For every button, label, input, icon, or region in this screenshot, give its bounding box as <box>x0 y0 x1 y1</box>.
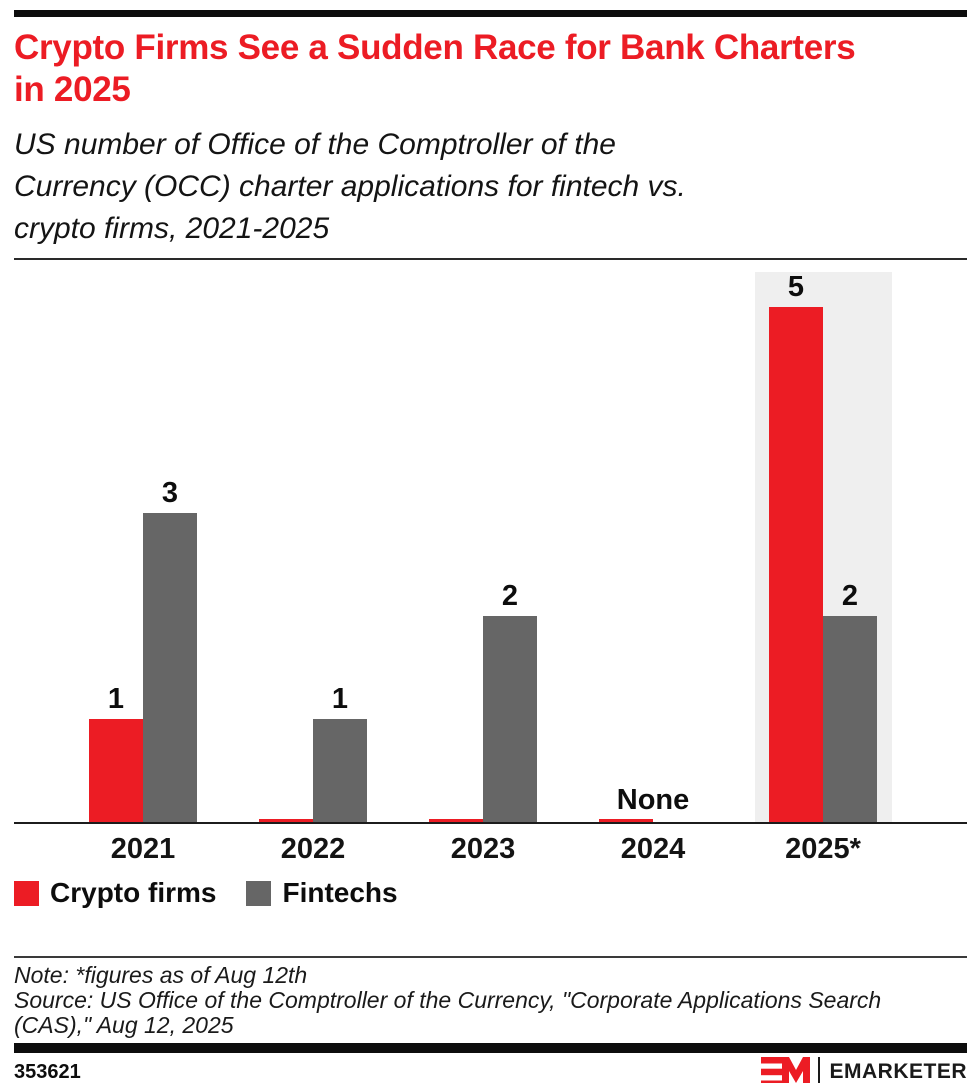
legend-swatch-fintechs <box>246 880 272 906</box>
x-axis-label-2023: 2023 <box>450 833 516 865</box>
legend-label-crypto-firms: Crypto firms <box>50 877 217 908</box>
chart-subtitle-line3: crypto firms, 2021-2025 <box>14 212 330 245</box>
legend-item-crypto-firms: Crypto firms <box>14 877 216 909</box>
value-label-fintech-2022: 1 <box>331 683 349 715</box>
bar-crypto-2024 <box>599 819 653 822</box>
none-label-2024: None <box>616 784 690 816</box>
page-title-line1: Crypto Firms See a Sudden Race for Bank … <box>14 28 856 67</box>
x-axis-label-2021: 2021 <box>110 833 176 865</box>
source-text-line2: (CAS)," Aug 12, 2025 <box>14 1012 234 1038</box>
chart-legend: Crypto firms Fintechs <box>14 877 967 909</box>
footer: 353621 EMARKETER <box>14 1056 967 1083</box>
bar-fintech-2022 <box>313 719 367 822</box>
x-axis-label-2024: 2024 <box>620 833 686 865</box>
chart-id: 353621 <box>14 1060 81 1083</box>
bar-fintech-2021 <box>143 513 197 822</box>
page-title: Crypto Firms See a Sudden Race for Bank … <box>14 27 967 111</box>
value-label-crypto-2021: 1 <box>107 683 125 715</box>
emarketer-logo-icon <box>761 1057 811 1083</box>
bar-crypto-2025 <box>769 307 823 822</box>
value-label-fintech-2021: 3 <box>161 477 179 509</box>
note-text: Note: *figures as of Aug 12th <box>14 962 308 988</box>
bar-fintech-2023 <box>483 616 537 822</box>
x-axis-labels: 2021 2022 2023 2024 2025* <box>14 824 967 865</box>
plot-area: 1 3 1 2 None 5 2 <box>14 260 967 822</box>
bar-crypto-2022 <box>259 819 313 822</box>
value-label-crypto-2025: 5 <box>787 271 805 303</box>
page-title-line2: in 2025 <box>14 70 131 109</box>
note-divider <box>14 956 967 958</box>
chart-subtitle-line2: Currency (OCC) charter applications for … <box>14 170 686 203</box>
x-axis-label-2022: 2022 <box>280 833 346 865</box>
x-axis-line <box>14 822 967 824</box>
header-divider <box>14 258 967 260</box>
bar-fintech-2025 <box>823 616 877 822</box>
legend-item-fintechs: Fintechs <box>246 877 398 909</box>
source-text-line1: Source: US Office of the Comptroller of … <box>14 987 882 1013</box>
chart-subtitle-line1: US number of Office of the Comptroller o… <box>14 128 616 161</box>
bar-crypto-2023 <box>429 819 483 822</box>
value-label-fintech-2023: 2 <box>501 580 519 612</box>
top-rule <box>14 10 967 17</box>
emarketer-logo: EMARKETER <box>761 1055 967 1083</box>
notes-block: Note: *figures as of Aug 12th Source: US… <box>14 963 967 1038</box>
chart-subtitle: US number of Office of the Comptroller o… <box>14 124 967 250</box>
value-label-fintech-2025: 2 <box>841 580 859 612</box>
footer-rule <box>14 1043 967 1053</box>
x-axis-label-2025: 2025* <box>785 833 861 865</box>
brand-name: EMARKETER <box>829 1060 967 1083</box>
legend-swatch-crypto-firms <box>14 880 39 906</box>
bar-crypto-2021 <box>89 719 143 822</box>
logo-divider <box>818 1057 821 1083</box>
legend-label-fintechs: Fintechs <box>282 877 398 908</box>
